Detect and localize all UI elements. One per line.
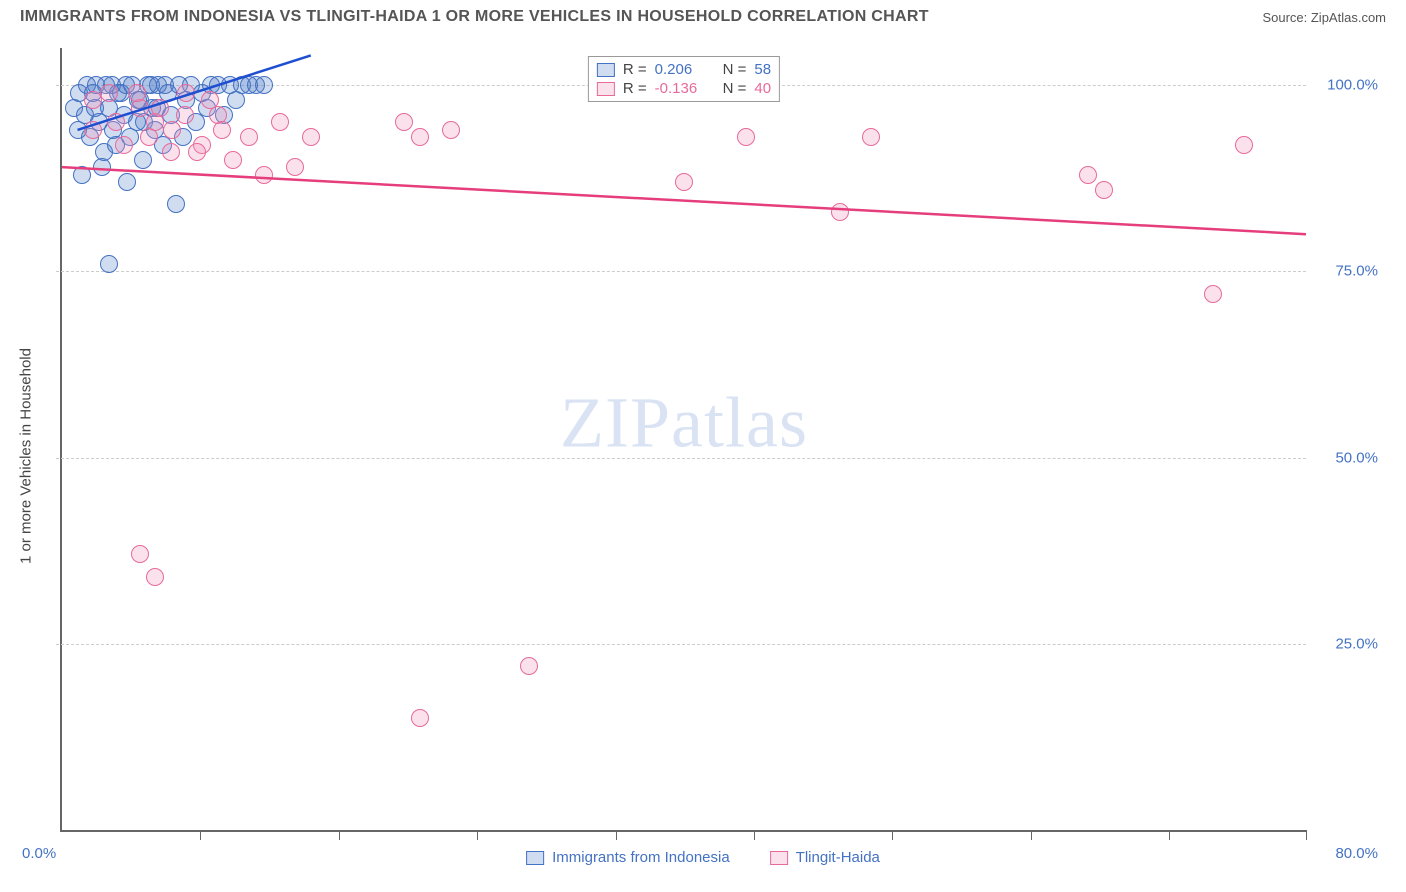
x-tick: [1169, 830, 1170, 840]
legend-swatch: [597, 63, 615, 77]
y-tick-label: 50.0%: [1335, 449, 1378, 466]
r-value: 0.206: [655, 61, 715, 78]
chart-title: IMMIGRANTS FROM INDONESIA VS TLINGIT-HAI…: [20, 8, 929, 26]
x-axis-start-label: 0.0%: [22, 845, 56, 862]
x-tick: [1306, 830, 1307, 840]
x-axis-end-label: 80.0%: [1335, 845, 1378, 862]
trend-line: [62, 167, 1306, 234]
trend-lines: [62, 48, 1306, 830]
x-tick: [200, 830, 201, 840]
r-label: R =: [623, 80, 647, 97]
y-axis-title: 1 or more Vehicles in Household: [18, 348, 35, 564]
stats-legend-row: R = 0.206 N = 58: [597, 60, 771, 79]
n-label: N =: [723, 80, 747, 97]
stats-legend-row: R = -0.136 N = 40: [597, 79, 771, 98]
legend-swatch: [597, 82, 615, 96]
x-tick: [1031, 830, 1032, 840]
trend-line: [78, 55, 311, 129]
plot-area: ZIPatlas R =0.206N =58R =-0.136N =40 25.…: [60, 48, 1306, 832]
legend-swatch: [526, 851, 544, 865]
stats-legend: R = 0.206 N = 58 R = -0.136 N = 40: [588, 56, 780, 102]
n-label: N =: [723, 61, 747, 78]
n-value: 58: [754, 61, 771, 78]
r-label: R =: [623, 61, 647, 78]
chart-container: 1 or more Vehicles in Household ZIPatlas…: [20, 40, 1386, 872]
series-legend-item: Immigrants from Indonesia: [526, 849, 730, 866]
x-tick: [616, 830, 617, 840]
series-legend: Immigrants from Indonesia Tlingit-Haida: [526, 849, 880, 866]
source-label: Source: ZipAtlas.com: [1262, 10, 1386, 25]
y-tick-label: 100.0%: [1327, 77, 1378, 94]
y-tick-label: 75.0%: [1335, 263, 1378, 280]
r-value: -0.136: [655, 80, 715, 97]
series-legend-label: Immigrants from Indonesia: [552, 849, 730, 866]
x-tick: [892, 830, 893, 840]
series-legend-label: Tlingit-Haida: [796, 849, 880, 866]
x-tick: [477, 830, 478, 840]
y-tick-label: 25.0%: [1335, 635, 1378, 652]
x-tick: [339, 830, 340, 840]
n-value: 40: [754, 80, 771, 97]
series-legend-item: Tlingit-Haida: [770, 849, 880, 866]
x-tick: [754, 830, 755, 840]
legend-swatch: [770, 851, 788, 865]
